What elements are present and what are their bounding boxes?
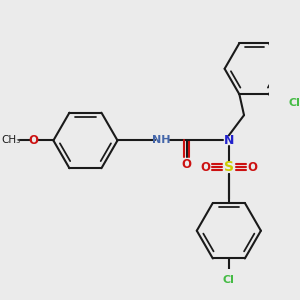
Text: NH: NH — [152, 136, 171, 146]
Text: Cl: Cl — [288, 98, 300, 108]
Text: O: O — [248, 161, 257, 174]
Text: Cl: Cl — [223, 275, 235, 285]
Text: O: O — [200, 161, 210, 174]
Text: N: N — [224, 134, 234, 147]
Text: O: O — [182, 158, 192, 171]
Text: S: S — [224, 160, 234, 174]
Text: CH₃: CH₃ — [2, 136, 21, 146]
Text: O: O — [28, 134, 38, 147]
Text: methoxy: methoxy — [18, 139, 24, 140]
